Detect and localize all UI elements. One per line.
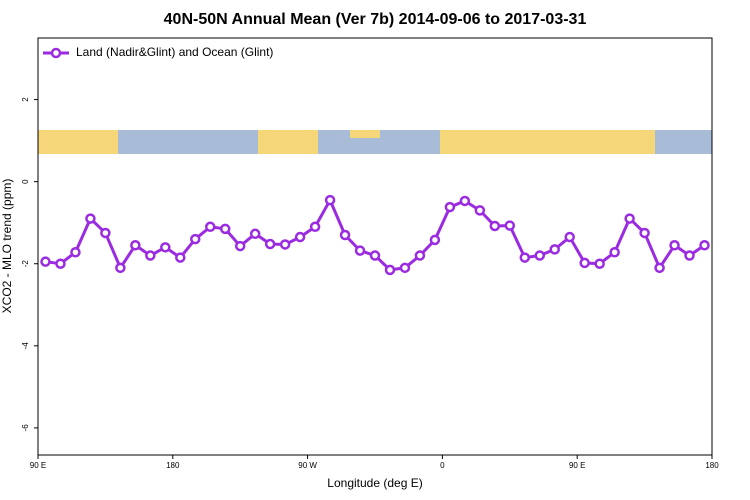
x-tick-label: 180 xyxy=(705,461,719,470)
data-point xyxy=(534,250,546,261)
data-point xyxy=(234,240,246,252)
plot-frame xyxy=(37,37,713,456)
map-strip xyxy=(38,130,712,154)
data-point xyxy=(309,221,321,233)
data-point xyxy=(85,213,96,224)
data-point xyxy=(489,220,501,232)
data-point xyxy=(459,195,471,207)
y-tick-label: -2 xyxy=(21,260,30,268)
land xyxy=(258,130,318,154)
data-point xyxy=(160,242,171,253)
data-point xyxy=(654,262,665,274)
data-point xyxy=(100,227,111,239)
data-point xyxy=(369,250,381,261)
data-point xyxy=(519,252,531,263)
data-point xyxy=(429,234,441,246)
data-point xyxy=(339,229,351,241)
chart-title: 40N-50N Annual Mean (Ver 7b) 2014-09-06 … xyxy=(164,11,587,28)
land xyxy=(350,130,380,138)
x-tick-label: 180 xyxy=(166,461,180,470)
y-tick-label: -6 xyxy=(21,424,30,432)
data-point xyxy=(130,240,141,251)
data-point xyxy=(115,262,126,274)
data-point xyxy=(384,264,396,276)
land xyxy=(530,130,655,154)
data-point xyxy=(444,201,456,213)
land xyxy=(38,130,118,154)
data-point xyxy=(504,220,516,231)
data-point xyxy=(594,258,605,269)
data-point xyxy=(175,252,186,263)
data-point xyxy=(699,240,710,251)
data-point xyxy=(249,228,261,240)
data-point xyxy=(549,244,560,255)
data-point xyxy=(294,231,306,243)
data-point xyxy=(399,262,411,274)
y-tick-label: -4 xyxy=(21,342,30,350)
data-point xyxy=(190,233,201,245)
land xyxy=(440,130,530,154)
data-point xyxy=(669,240,680,251)
x-tick-label: 0 xyxy=(440,461,445,470)
data-point xyxy=(474,205,486,216)
data-point xyxy=(40,256,51,267)
data-point xyxy=(279,239,291,250)
x-tick-label: 90 W xyxy=(298,461,317,470)
data-point xyxy=(204,221,216,233)
y-axis-label: XCO2 - MLO trend (ppm) xyxy=(0,179,14,314)
data-point xyxy=(55,258,66,269)
data-point xyxy=(219,223,231,235)
x-tick-label: 90 E xyxy=(30,461,46,470)
data-point xyxy=(624,213,635,224)
data-point xyxy=(70,246,81,258)
data-point xyxy=(579,257,590,269)
y-tick-label: 2 xyxy=(21,97,30,102)
data-point xyxy=(145,250,156,261)
data-point xyxy=(324,194,336,206)
x-tick-label: 90 E xyxy=(569,461,585,470)
data-point xyxy=(264,238,276,250)
legend-marker xyxy=(50,47,62,59)
data-point xyxy=(684,250,695,261)
x-axis-label: Longitude (deg E) xyxy=(327,476,422,490)
legend-label: Land (Nadir&Glint) and Ocean (Glint) xyxy=(76,45,273,59)
data-point xyxy=(609,246,620,258)
data-point xyxy=(564,231,575,243)
data-point xyxy=(414,250,426,261)
data-point xyxy=(354,245,366,256)
y-tick-label: 0 xyxy=(21,179,30,184)
data-point xyxy=(639,227,650,239)
